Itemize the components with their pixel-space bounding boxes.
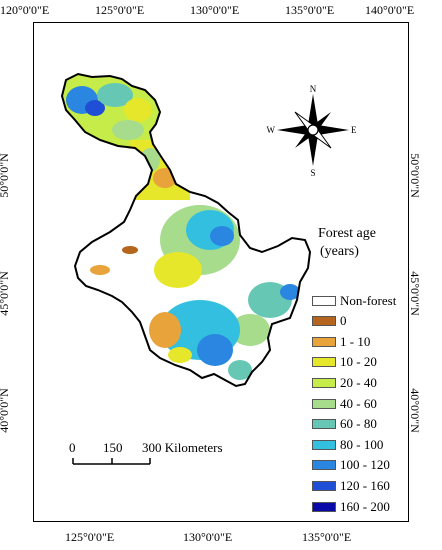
legend-label: 20 - 40 — [340, 374, 377, 390]
legend-label: 160 - 200 — [340, 498, 390, 514]
legend-swatch — [312, 501, 336, 512]
legend-label: 1 - 10 — [340, 333, 371, 349]
legend-label: 120 - 160 — [340, 477, 390, 493]
legend-item: 0 — [312, 313, 347, 329]
legend-item: 160 - 200 — [312, 498, 390, 514]
scale-label-300-km: 300 Kilometers — [142, 440, 223, 455]
legend-item: 10 - 20 — [312, 354, 377, 370]
scale-label-0: 0 — [69, 440, 76, 455]
compass-south-point — [308, 135, 318, 166]
lon-tick-top-130: 130°0'0"E — [190, 3, 240, 17]
patch-north-lightgreen — [112, 120, 144, 140]
legend-label: 0 — [340, 313, 347, 329]
lon-tick-bottom-130: 130°0'0"E — [183, 530, 233, 544]
legend-item: 20 - 40 — [312, 374, 377, 390]
compass-west-point — [277, 125, 308, 135]
patch-west-brown — [122, 246, 138, 254]
legend-title-line1: Forest age — [318, 226, 376, 241]
patch-south-blue — [197, 334, 233, 366]
legend-label: 40 - 60 — [340, 395, 377, 411]
lon-tick-bottom-125: 125°0'0"E — [65, 530, 115, 544]
lon-tick-top-120: 120°0'0"E — [0, 3, 50, 17]
patch-south-orange — [149, 312, 181, 348]
legend-swatch — [312, 377, 336, 388]
legend-swatch — [312, 295, 336, 306]
legend-item: 80 - 100 — [312, 436, 384, 452]
patch-north-deepblue — [85, 100, 105, 116]
compass-east-point — [318, 125, 349, 135]
legend-swatch — [312, 460, 336, 471]
legend-swatch — [312, 316, 336, 327]
compass-center — [307, 124, 319, 136]
compass-s-label: S — [310, 168, 315, 178]
legend-title-line2: (years) — [320, 244, 359, 259]
legend-item: Non-forest — [312, 292, 397, 308]
legend-item: 100 - 120 — [312, 457, 390, 473]
patch-se-green — [230, 314, 270, 346]
legend-swatch — [312, 357, 336, 368]
compass-ne-point — [313, 112, 331, 130]
compass-e-label: E — [351, 125, 357, 135]
legend-label: 80 - 100 — [340, 436, 384, 452]
legend-label: 60 - 80 — [340, 416, 377, 432]
scale-label-150: 150 — [103, 440, 123, 455]
patch-central-yellow — [154, 252, 202, 288]
legend-item: 60 - 80 — [312, 416, 377, 432]
compass-n-label: N — [310, 84, 317, 94]
patch-west-nonforest — [70, 220, 165, 310]
lon-tick-top-135: 135°0'0"E — [285, 3, 335, 17]
patch-se-blue — [280, 284, 300, 300]
patch-south-teal — [228, 360, 252, 380]
lon-tick-bottom-135: 135°0'0"E — [302, 530, 352, 544]
compass-north-point — [308, 94, 318, 125]
lon-tick-top-125: 125°0'0"E — [95, 3, 145, 17]
lon-tick-top-140: 140°0'0"E — [365, 3, 415, 17]
legend-swatch — [312, 336, 336, 347]
compass-rose: N S E W — [267, 84, 358, 178]
patch-central-blue — [210, 226, 234, 246]
patch-north-yellow — [124, 98, 152, 122]
legend-swatch — [312, 480, 336, 491]
forest-age-patches — [62, 74, 310, 380]
legend-item: 120 - 160 — [312, 477, 390, 493]
legend-label: 100 - 120 — [340, 457, 390, 473]
legend-item: 40 - 60 — [312, 395, 377, 411]
compass-sw-point — [295, 130, 313, 148]
map-frame — [33, 22, 409, 522]
legend-swatch — [312, 419, 336, 430]
patch-west-orange — [90, 265, 110, 275]
legend-label: Non-forest — [340, 292, 397, 308]
patch-south-yellow — [168, 347, 192, 363]
legend-label: 10 - 20 — [340, 354, 377, 370]
legend-swatch — [312, 398, 336, 409]
patch-north-teal — [97, 83, 133, 107]
scale-bar — [72, 458, 151, 465]
compass-w-label: W — [267, 125, 276, 135]
legend-item: 1 - 10 — [312, 333, 371, 349]
legend-swatch — [312, 439, 336, 450]
